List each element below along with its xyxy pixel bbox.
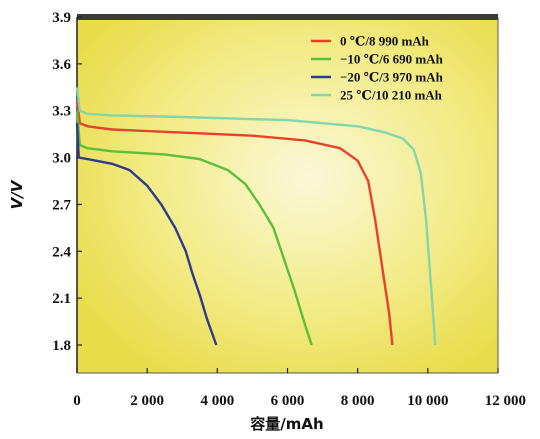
plot-area: [77, 17, 498, 373]
x-tick-label: 0: [73, 393, 81, 409]
y-tick-label: 3.3: [52, 104, 71, 120]
y-tick-label: 2.7: [52, 197, 71, 213]
x-tick-label: 10 000: [407, 393, 448, 409]
legend-label: −20 ℃/3 970 mAh: [340, 70, 444, 85]
y-tick-label: 3.0: [52, 151, 71, 167]
series-line-1: [75, 110, 313, 346]
x-tick-label: 6 000: [271, 393, 305, 409]
legend-label: −10 ℃/6 690 mAh: [340, 52, 444, 67]
y-tick-label: 2.4: [52, 244, 71, 260]
y-tick-label: 1.8: [52, 338, 71, 354]
legend: 0 ℃/8 990 mAh −10 ℃/6 690 mAh −20 ℃/3 970 …: [311, 34, 444, 103]
y-tick-label: 3.6: [52, 57, 71, 73]
x-tick-label: 12 000: [485, 393, 526, 409]
series-lines: [75, 87, 437, 346]
x-tick-label: 4 000: [200, 393, 234, 409]
series-line-2: [75, 123, 218, 346]
x-axis-ticks: 0 2 000 4 000 6 000 8 000 10 000 12 000: [73, 368, 526, 409]
y-axis-title: V/V: [8, 179, 26, 209]
series-line-0: [75, 99, 394, 346]
x-tick-label: 8 000: [341, 393, 375, 409]
y-axis-ticks: 1.8 2.1 2.4 2.7 3.0 3.3 3.6 3.9: [52, 10, 82, 354]
series-line-3: [75, 87, 437, 346]
y-tick-label: 3.9: [52, 10, 71, 26]
x-axis-title: 容量/mAh: [249, 415, 323, 433]
y-tick-label: 2.1: [52, 291, 71, 307]
legend-label: 0 ℃/8 990 mAh: [340, 34, 430, 49]
top-frame-band: [77, 14, 498, 20]
x-tick-label: 2 000: [130, 393, 164, 409]
legend-label: 25 ℃/10 210 mAh: [340, 88, 443, 103]
